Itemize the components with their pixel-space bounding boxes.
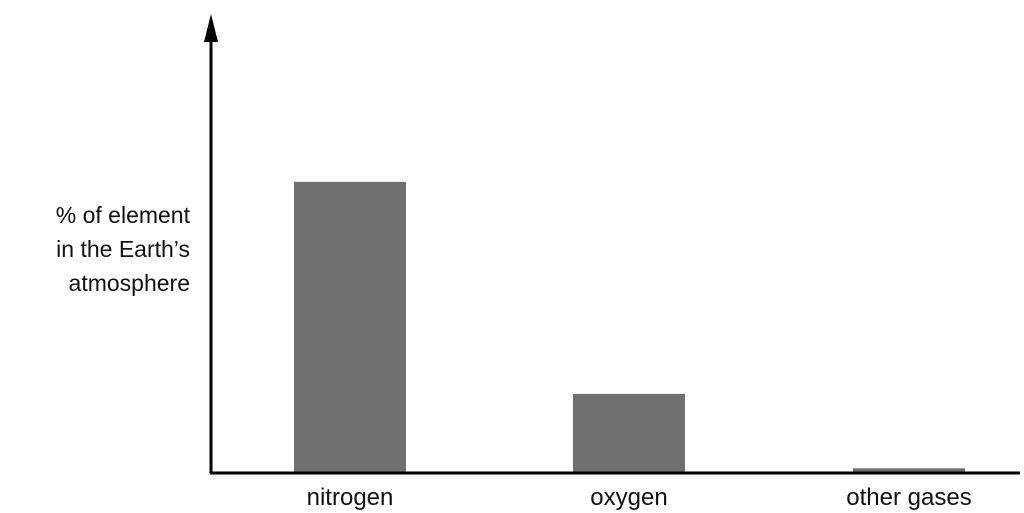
y-axis-label-line-3: atmosphere [68, 270, 190, 296]
y-axis-arrow-icon [204, 14, 218, 42]
bars-group [294, 181, 965, 472]
x-tick-label-nitrogen: nitrogen [307, 484, 394, 511]
y-axis-label-line-1: % of element [55, 202, 190, 228]
bar-oxygen [573, 393, 685, 472]
bar-other-gases [853, 468, 965, 472]
y-axis-label-line-2: in the Earth’s [56, 236, 190, 262]
x-tick-labels: nitrogen oxygen other gases [307, 484, 972, 511]
bar-nitrogen [294, 181, 406, 472]
x-tick-label-oxygen: oxygen [590, 484, 667, 511]
x-tick-label-other-gases: other gases [846, 484, 971, 511]
y-axis-label: % of element in the Earth’s atmosphere [4, 198, 190, 300]
